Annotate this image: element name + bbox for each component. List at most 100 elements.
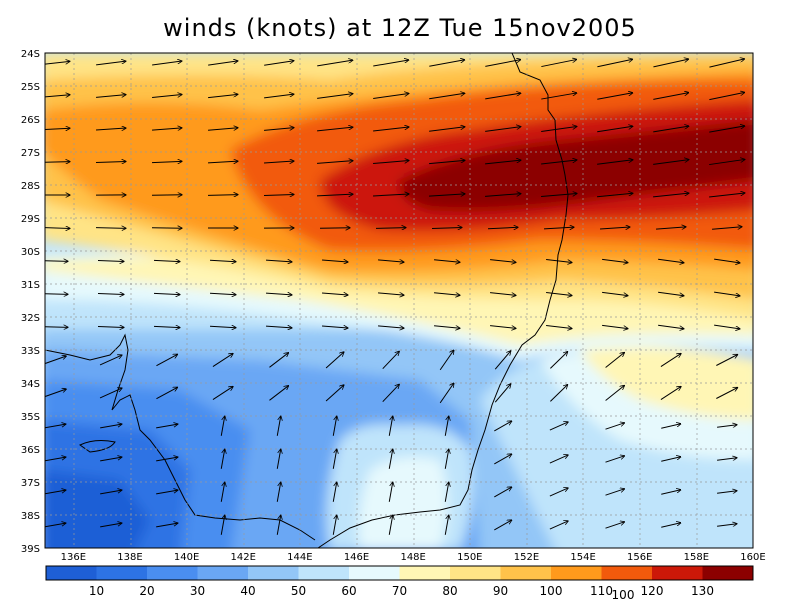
wind-arrow <box>434 325 460 328</box>
colorbar-label: 30 <box>190 584 205 598</box>
lat-label: 27S <box>21 148 40 159</box>
colorbar-label: 50 <box>291 584 306 598</box>
wind-arrow <box>375 228 406 229</box>
wind-arrow <box>709 92 744 101</box>
colorbar-label: 20 <box>139 584 154 598</box>
wind-arrow <box>97 294 124 295</box>
colorbar-swatch <box>298 566 350 580</box>
wind-arrow <box>658 291 684 295</box>
wind-arrow <box>373 127 409 132</box>
wind-arrow <box>661 457 680 462</box>
lat-label: 28S <box>21 181 40 192</box>
wind-arrow <box>321 326 348 328</box>
wind-arrow <box>388 482 392 502</box>
lat-label: 32S <box>21 313 40 324</box>
colorbar-label: 10 <box>89 584 104 598</box>
wind-arrow <box>332 515 336 535</box>
wind-arrow <box>605 522 625 529</box>
wind-arrow <box>276 482 280 502</box>
wind-arrow <box>373 60 408 67</box>
wind-arrow <box>434 292 460 295</box>
colorbar-label: 90 <box>493 584 508 598</box>
wind-arrow <box>717 491 737 494</box>
coastline <box>45 53 569 548</box>
wind-arrow <box>317 60 353 67</box>
lat-label: 31S <box>21 280 40 291</box>
wind-arrow <box>494 351 511 370</box>
wind-arrow <box>382 351 400 370</box>
wind-arrow <box>265 260 292 262</box>
wind-arrow <box>494 487 511 498</box>
wind-arrow <box>550 554 568 562</box>
wind-arrow <box>156 354 177 367</box>
colorbar-label: 110 <box>590 584 613 598</box>
wind-arrow <box>264 61 294 66</box>
wind-arrow <box>716 387 737 399</box>
wind-arrow <box>709 126 744 133</box>
wind-arrow <box>546 259 572 263</box>
lat-label: 36S <box>21 445 40 456</box>
wind-arrow <box>487 227 518 228</box>
wind-arrow <box>653 193 689 198</box>
wind-arrow <box>378 260 404 262</box>
wind-arrow <box>658 258 684 262</box>
wind-arrow <box>99 355 122 366</box>
wind-arrow <box>490 325 516 329</box>
wind-arrow <box>220 482 224 502</box>
wind-arrow <box>208 61 238 66</box>
wind-arrow <box>429 93 465 100</box>
wind-arrow <box>317 94 353 99</box>
wind-arrow <box>95 128 126 130</box>
colorbar-label: 70 <box>392 584 407 598</box>
lat-label: 35S <box>21 412 40 423</box>
wind-arrow <box>207 195 238 196</box>
wind-arrow <box>153 326 180 327</box>
wind-arrow <box>714 258 740 263</box>
wind-arrow <box>156 387 177 400</box>
wind-arrow <box>263 194 294 195</box>
wind-arrow <box>152 94 182 99</box>
wind-arrow <box>317 127 353 132</box>
wind-arrow <box>265 293 292 295</box>
wind-arrow <box>208 94 238 99</box>
wind-arrow <box>95 161 126 162</box>
wind-arrow <box>660 386 681 400</box>
lat-label: 29S <box>21 214 40 225</box>
wind-arrow <box>96 61 126 66</box>
wind-arrow <box>325 352 344 369</box>
colorbar-label: 40 <box>240 584 255 598</box>
wind-arrow <box>333 548 336 568</box>
wind-arrow <box>45 490 66 495</box>
wind-arrow <box>605 353 625 368</box>
wind-arrow <box>221 548 224 568</box>
wind-arrow <box>45 523 66 528</box>
lon-label: 144E <box>287 552 312 563</box>
wind-arrow <box>100 490 122 495</box>
wind-arrow <box>550 352 567 369</box>
wind-arrow <box>439 350 454 371</box>
wind-arrow <box>207 161 238 163</box>
wind-arrow <box>429 160 465 165</box>
wind-arrow <box>445 548 448 568</box>
wind-arrow <box>321 260 348 262</box>
wind-arrow <box>45 389 67 398</box>
wind-arrow <box>541 93 576 100</box>
colorbar-swatch <box>500 566 552 580</box>
wind-arrow <box>541 160 577 165</box>
wind-arrow <box>494 553 511 563</box>
wind-arrow <box>269 353 288 368</box>
wind-arrow <box>602 324 628 328</box>
wind-arrow <box>97 327 124 328</box>
wind-arrow <box>661 556 680 560</box>
wind-arrow <box>599 227 630 229</box>
lon-label: 152E <box>514 552 539 563</box>
wind-arrow <box>709 59 744 68</box>
wind-arrow <box>717 425 737 428</box>
wind-arrow <box>444 416 448 436</box>
wind-arrow <box>712 227 742 230</box>
map-frame <box>44 52 754 549</box>
wind-arrow <box>220 515 224 535</box>
wind-arrow <box>605 423 625 430</box>
lat-label: 26S <box>21 115 40 126</box>
